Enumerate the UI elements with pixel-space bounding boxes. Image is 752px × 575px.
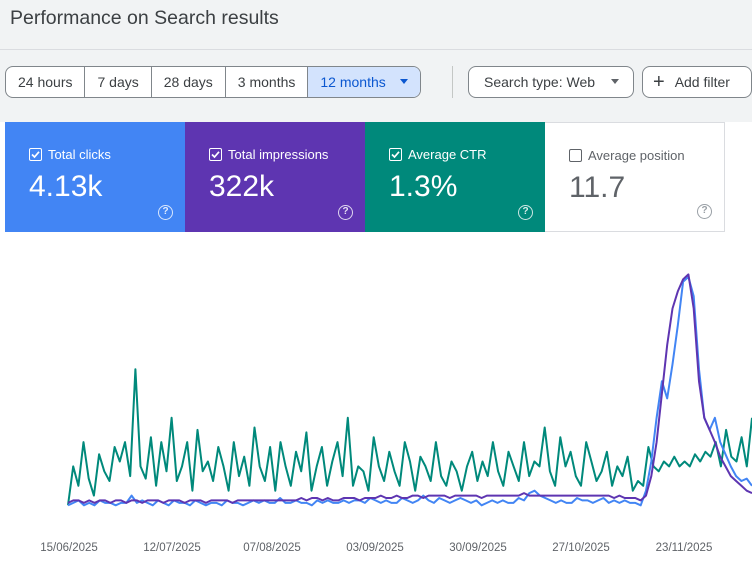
x-tick-label: 27/10/2025: [552, 542, 610, 554]
help-icon[interactable]: ?: [518, 205, 533, 220]
help-icon[interactable]: ?: [338, 205, 353, 220]
metric-card-total-impressions[interactable]: Total impressions 322k ?: [185, 122, 365, 232]
metric-card-total-clicks[interactable]: Total clicks 4.13k ?: [5, 122, 185, 232]
metric-value: 1.3%: [389, 170, 458, 203]
search-type-dropdown[interactable]: Search type: Web: [468, 66, 634, 98]
search-type-label: Search type: Web: [484, 74, 596, 90]
add-filter-label: Add filter: [674, 74, 730, 90]
series-line-total-clicks: [67, 275, 752, 507]
help-icon[interactable]: ?: [158, 205, 173, 220]
performance-chart[interactable]: 15/06/2025 12/07/2025 07/08/2025 03/09/2025…: [0, 232, 752, 575]
metric-label: Total impressions: [228, 147, 329, 162]
metric-label: Average position: [588, 148, 685, 163]
x-tick-label: 30/09/2025: [449, 542, 507, 554]
date-option-12-months[interactable]: 12 months: [308, 67, 420, 97]
series-line-average-ctr: [67, 368, 752, 506]
x-tick-label: 23/11/2025: [655, 542, 713, 554]
x-tick-label: 03/09/2025: [346, 542, 404, 554]
x-tick-label: 07/08/2025: [243, 542, 301, 554]
chevron-down-icon: [611, 78, 620, 84]
date-option-12-months-label: 12 months: [320, 74, 386, 90]
metric-value: 4.13k: [29, 170, 103, 203]
header-bar: Performance on Search results: [0, 0, 752, 50]
metric-card-average-ctr[interactable]: Average CTR 1.3% ?: [365, 122, 545, 232]
help-icon[interactable]: ?: [697, 204, 712, 219]
toolbar-divider: [452, 66, 453, 98]
add-filter-button[interactable]: + Add filter: [642, 66, 752, 98]
metric-value: 322k: [209, 170, 275, 203]
metric-label: Average CTR: [408, 147, 487, 162]
chart-plot-area: [67, 273, 752, 507]
page-title: Performance on Search results: [10, 7, 279, 29]
plus-icon: +: [653, 71, 665, 93]
date-option-3-months[interactable]: 3 months: [226, 67, 309, 97]
checkbox-checked-icon[interactable]: [29, 148, 42, 161]
metric-card-average-position[interactable]: Average position 11.7 ?: [545, 122, 725, 232]
x-tick-label: 15/06/2025: [40, 542, 98, 554]
date-range-selector: 24 hours 7 days 28 days 3 months 12 mont…: [5, 66, 421, 98]
series-line-total-impressions: [67, 273, 752, 504]
checkbox-checked-icon[interactable]: [389, 148, 402, 161]
metric-value: 11.7: [569, 171, 626, 204]
date-option-28-days[interactable]: 28 days: [152, 67, 226, 97]
chevron-down-icon: [399, 78, 408, 84]
date-option-24-hours[interactable]: 24 hours: [6, 67, 86, 97]
filter-toolbar: 24 hours 7 days 28 days 3 months 12 mont…: [0, 50, 752, 122]
metric-label: Total clicks: [48, 147, 111, 162]
x-tick-label: 12/07/2025: [143, 542, 201, 554]
checkbox-checked-icon[interactable]: [209, 148, 222, 161]
date-option-7-days[interactable]: 7 days: [85, 67, 152, 97]
checkbox-unchecked-icon[interactable]: [569, 149, 582, 162]
metric-cards: Total clicks 4.13k ? Total impressions 3…: [5, 122, 725, 232]
